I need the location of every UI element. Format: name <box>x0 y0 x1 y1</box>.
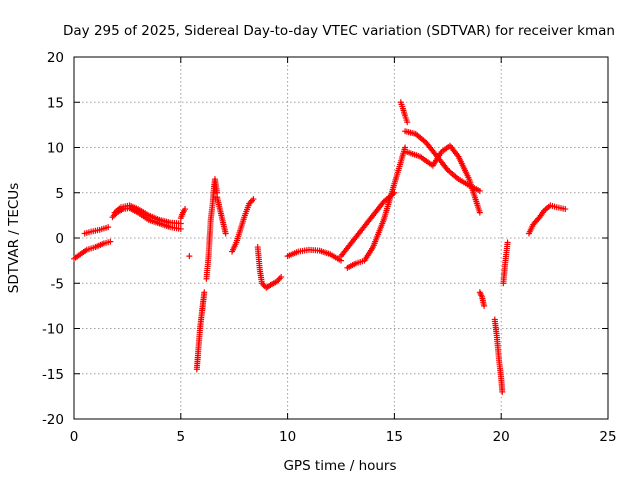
data-point-fill <box>437 150 444 157</box>
data-point-fill <box>401 111 408 118</box>
y-axis-label: SDTVAR / TECUs <box>6 183 22 293</box>
data-point-fill <box>181 207 188 214</box>
data-point-fill <box>368 213 375 220</box>
data-point-fill <box>314 247 321 254</box>
data-point-fill <box>359 258 366 265</box>
data-point-fill <box>105 239 112 246</box>
x-axis-label: GPS time / hours <box>283 458 396 474</box>
data-point-fill <box>475 187 482 194</box>
data-point-fill <box>399 103 406 110</box>
data-point-fill <box>75 252 82 259</box>
data-point-fill <box>276 275 283 282</box>
data-point-fill <box>415 152 422 159</box>
data-point-fill <box>539 209 546 216</box>
data-point-fill <box>443 165 450 172</box>
data-point-fill <box>82 247 89 254</box>
x-tick-label: 5 <box>177 429 186 445</box>
data-point-fill <box>217 210 224 217</box>
data-point-fill <box>266 282 273 289</box>
data-point-fill <box>560 205 567 212</box>
data-point-fill <box>478 292 485 299</box>
data-point-fill <box>293 249 300 256</box>
data-point-fill <box>421 138 428 145</box>
data-point-fill <box>325 250 332 257</box>
data-point-fill <box>347 241 354 248</box>
data-point <box>186 253 193 260</box>
data-point-fill <box>90 244 97 251</box>
data-point-fill <box>213 187 220 194</box>
x-tick-label: 20 <box>493 429 510 445</box>
y-tick-label: 20 <box>47 50 64 66</box>
data-point-fill <box>529 223 536 230</box>
data-point-fill <box>245 202 252 209</box>
data-point-fill <box>380 218 387 225</box>
data-point-fill <box>220 219 227 226</box>
data-point-fill <box>201 291 208 298</box>
x-tick-label: 10 <box>279 429 296 445</box>
data-point-fill <box>499 386 506 393</box>
data-point-fill <box>258 278 265 285</box>
data-point-fill <box>336 256 343 263</box>
y-tick-label: 15 <box>47 95 64 111</box>
y-tick-label: -15 <box>42 367 64 383</box>
y-tick-label: 10 <box>47 141 64 157</box>
data-point-fill <box>116 205 123 212</box>
data-point-fill <box>85 229 92 236</box>
x-tick-label: 15 <box>386 429 403 445</box>
data-point-fill <box>222 228 229 235</box>
data-point-fill <box>99 241 106 248</box>
data-point-fill <box>535 215 542 222</box>
data-point-fill <box>249 197 255 204</box>
data-point-fill <box>241 214 248 221</box>
data-point-fill <box>103 224 110 231</box>
data-point-fill <box>551 203 558 210</box>
data-point-fill <box>165 219 172 226</box>
data-point-fill <box>175 220 182 227</box>
data-point-fill <box>215 201 222 208</box>
data-point-fill <box>504 241 511 248</box>
x-tick-label: 25 <box>599 429 616 445</box>
y-tick-label: 0 <box>55 231 64 247</box>
grid <box>74 57 608 419</box>
chart-title: Day 295 of 2025, Sidereal Day-to-day VTE… <box>63 23 615 39</box>
data-point-fill <box>453 174 460 181</box>
data-point-fill <box>545 203 552 210</box>
data-point-fill <box>154 216 161 223</box>
axis-ticks: 0 5 10 15 20 25 -20 -15 -10 -5 0 5 10 15 20 <box>42 50 617 445</box>
y-tick-label: -5 <box>51 276 64 292</box>
data-point-fill <box>410 130 417 137</box>
data-point-fill <box>454 151 461 158</box>
data-points <box>71 99 569 395</box>
y-tick-label: -20 <box>42 412 64 428</box>
y-tick-label: -10 <box>42 322 64 338</box>
data-point-fill <box>401 146 408 153</box>
data-point-fill <box>358 227 365 234</box>
data-point-fill <box>236 227 243 234</box>
data-point-fill <box>179 211 186 218</box>
data-point-fill <box>465 174 472 181</box>
data-point-fill <box>175 225 182 232</box>
data-point-fill <box>403 117 410 124</box>
data-point-fill <box>351 261 358 268</box>
y-tick-label: 5 <box>55 186 64 202</box>
data-point-fill <box>143 211 150 218</box>
data-point-fill <box>368 245 375 252</box>
data-point-fill <box>133 205 140 212</box>
data-point-fill <box>476 207 483 214</box>
x-tick-label: 0 <box>70 429 79 445</box>
data-point-fill <box>390 182 397 189</box>
data-point-fill <box>272 279 279 286</box>
data-point-fill <box>232 241 239 248</box>
data-point-fill <box>94 227 101 234</box>
data-point-fill <box>480 301 487 308</box>
data-point-fill <box>379 200 386 207</box>
